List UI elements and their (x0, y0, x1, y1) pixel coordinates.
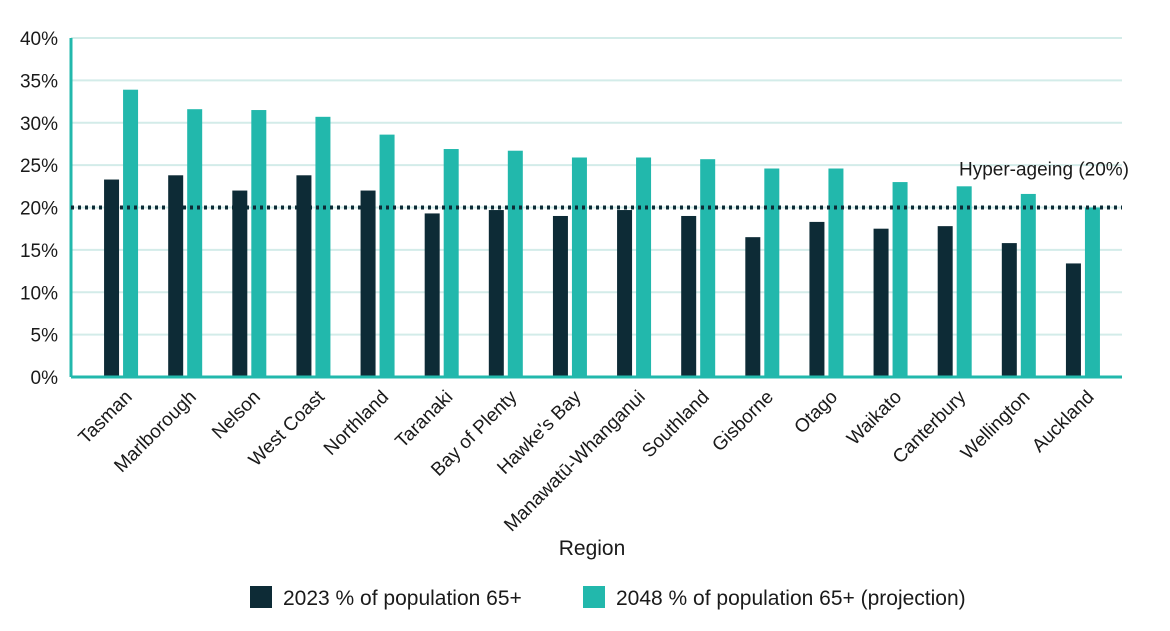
bar-2048 (379, 134, 395, 377)
x-tick-label: Taranaki (392, 387, 458, 453)
bar-2048 (123, 89, 139, 377)
x-tick-label: Auckland (1028, 387, 1098, 457)
y-tick-label: 30% (20, 114, 58, 135)
bar-2023 (1001, 243, 1017, 377)
legend: 2023 % of population 65+ 2048 % of popula… (250, 586, 966, 610)
legend-swatch (583, 586, 605, 608)
y-tick-label: 20% (20, 199, 58, 220)
y-tick-label: 5% (31, 326, 59, 347)
legend-swatch (250, 586, 272, 608)
bar-2048 (251, 110, 267, 377)
bar-series (104, 89, 1100, 377)
y-tick-label: 10% (20, 283, 58, 304)
bar-2023 (488, 210, 504, 377)
bar-2023 (296, 175, 312, 377)
x-tick-label: Southland (638, 387, 713, 462)
legend-label: 2023 % of population 65+ (283, 587, 522, 610)
x-tick-label: Northland (320, 387, 393, 460)
x-tick-label: Gisborne (708, 387, 777, 456)
bar-2023 (104, 179, 120, 377)
bar-2048 (764, 168, 780, 377)
bar-2023 (681, 215, 697, 377)
bar-2048 (571, 157, 587, 377)
y-tick-label: 40% (20, 29, 58, 50)
legend-label: 2048 % of population 65+ (projection) (616, 587, 966, 610)
bar-2023 (745, 237, 761, 377)
x-tick-label: Wellington (957, 387, 1034, 464)
x-tick-label: Tasman (75, 387, 137, 449)
bar-2023 (552, 215, 568, 377)
bar-2048 (315, 116, 331, 377)
bar-2023 (873, 228, 889, 377)
x-tick-label: Otago (791, 387, 842, 438)
x-tick-label: Nelson (208, 387, 265, 444)
y-tick-label: 25% (20, 156, 58, 177)
y-tick-label: 35% (20, 71, 58, 92)
bar-2023 (617, 210, 633, 377)
y-tick-label: 15% (20, 241, 58, 262)
bar-2048 (1084, 207, 1100, 377)
y-tick-label: 0% (31, 368, 59, 389)
bar-2048 (443, 149, 459, 377)
hyper-ageing-label: Hyper-ageing (20%) (959, 160, 1129, 181)
bar-2023 (168, 175, 184, 377)
x-tick-label: Waikato (843, 387, 906, 450)
bar-2023 (1065, 263, 1081, 377)
bar-2048 (828, 168, 844, 377)
bar-2023 (232, 190, 248, 377)
bar-2048 (892, 182, 908, 377)
bar-2048 (507, 150, 523, 377)
x-axis-title: Region (559, 537, 626, 560)
bar-2048 (187, 109, 203, 377)
bar-2023 (360, 190, 376, 377)
bar-2023 (424, 213, 440, 377)
bar-2048 (636, 157, 652, 377)
bar-2048 (1020, 193, 1036, 377)
bar-2048 (956, 186, 972, 377)
bar-2048 (700, 159, 716, 377)
y-axis-tick-labels: 0% 5% 10% 15% 20% 25% 30% 35% 40% (20, 29, 58, 389)
bar-2023 (937, 226, 953, 377)
bar-2023 (809, 221, 825, 377)
